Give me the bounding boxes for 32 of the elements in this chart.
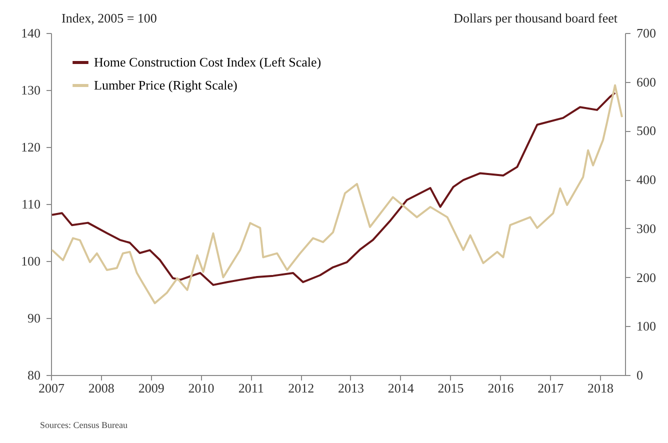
x-tick-label: 2013 (338, 380, 364, 396)
y-axis-title: Index, 2005 = 100 (62, 10, 157, 26)
y2-tick-label: 600 (636, 74, 656, 90)
y-tick-label: 110 (21, 196, 40, 212)
x-tick-label: 2015 (438, 380, 464, 396)
y2-tick-label: 700 (636, 26, 656, 40)
y-tick-label: 130 (21, 82, 40, 98)
y2-tick-label: 100 (636, 318, 656, 334)
x-tick-label: 2016 (488, 380, 514, 396)
x-tick-label: 2008 (88, 380, 114, 396)
y-tick-label: 140 (21, 26, 40, 40)
y2-tick-label: 200 (636, 270, 656, 285)
x-tick-label: 2014 (388, 380, 414, 396)
legend-label: Lumber Price (Right Scale) (94, 78, 238, 92)
y-tick-label: 90 (28, 310, 40, 326)
x-tick-label: 2010 (188, 380, 214, 396)
y2-tick-label: 500 (636, 123, 656, 138)
x-tick-label: 2018 (588, 380, 614, 396)
x-tick-label: 2007 (38, 380, 65, 396)
x-tick-label: 2011 (238, 380, 264, 396)
source-note: Sources: Census Bureau (40, 420, 128, 430)
x-tick-label: 2012 (288, 380, 314, 396)
legend-label: Home Construction Cost Index (Left Scale) (94, 54, 322, 70)
x-tick-label: 2009 (138, 380, 164, 396)
y-tick-label: 80 (28, 368, 40, 382)
y2-axis-title: Dollars per thousand board feet (454, 10, 618, 26)
y-tick-label: 120 (21, 140, 40, 154)
y-tick-label: 100 (21, 254, 40, 268)
x-tick-label: 2017 (538, 380, 564, 396)
y2-tick-label: 400 (636, 172, 656, 188)
y2-tick-label: 0 (636, 368, 643, 382)
y2-tick-label: 300 (636, 220, 656, 236)
